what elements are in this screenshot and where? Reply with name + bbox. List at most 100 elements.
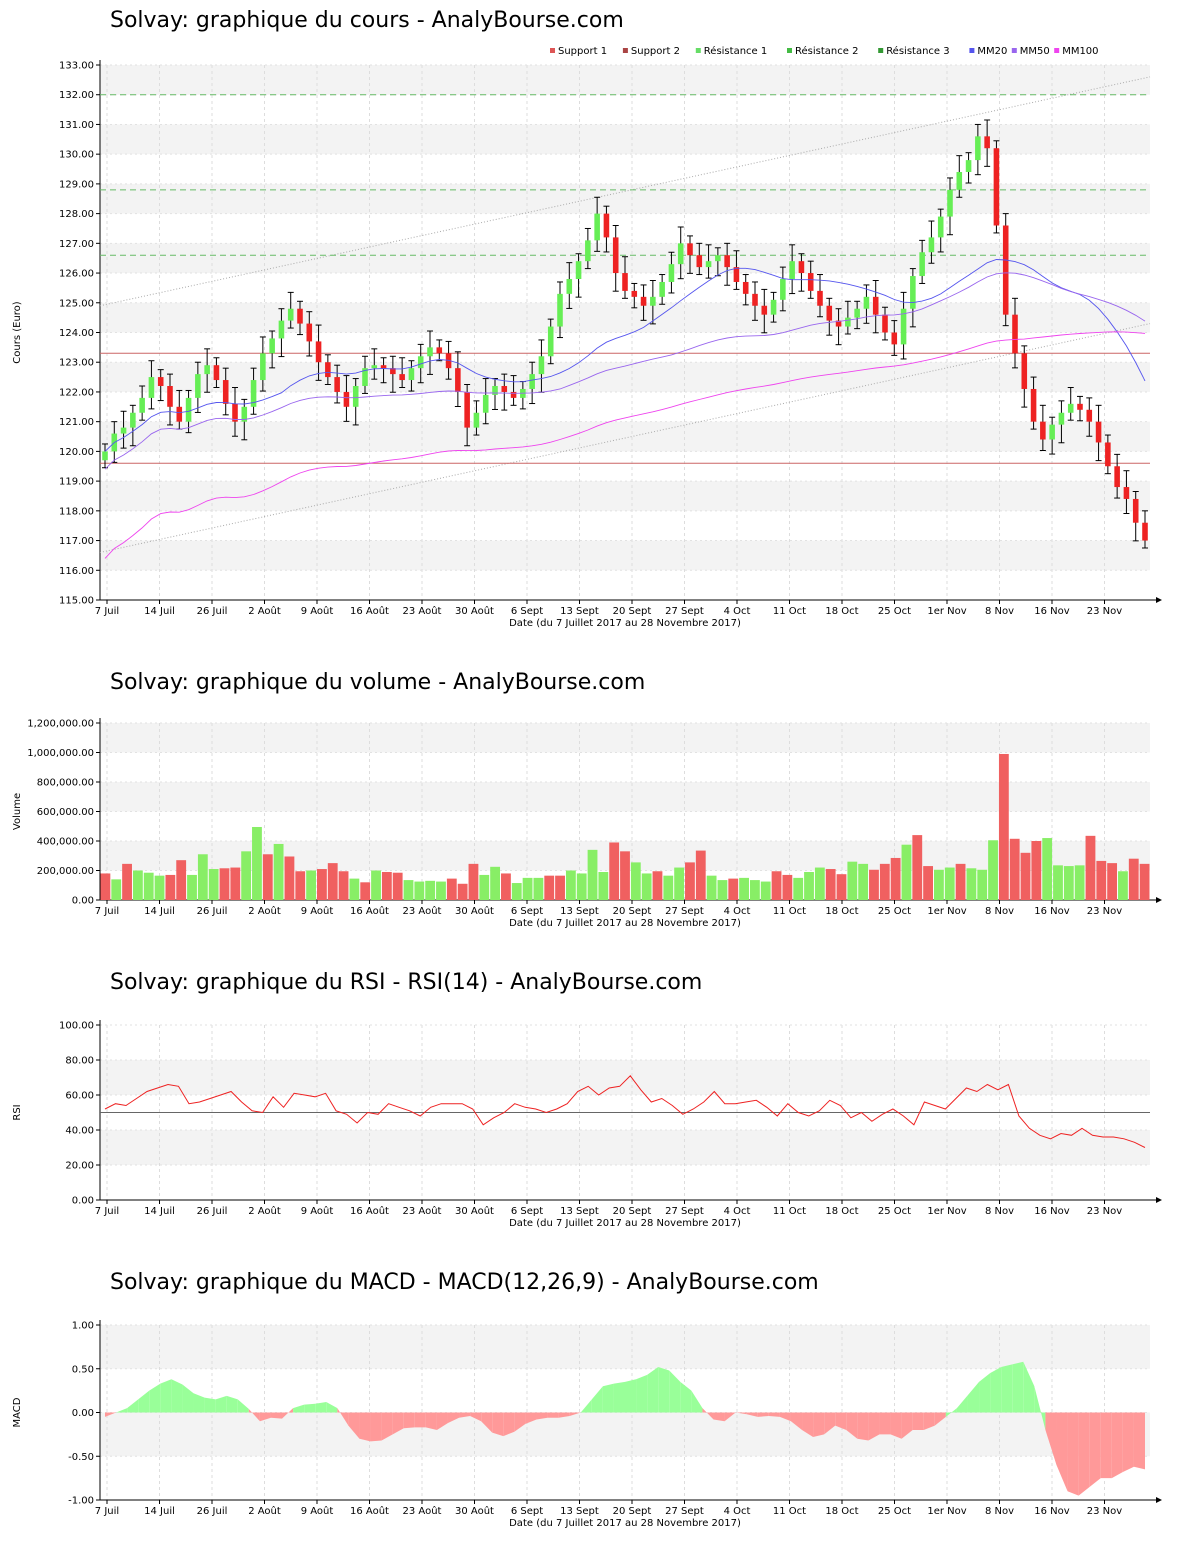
macd-area-segment [835,1412,847,1430]
candle-body [297,308,303,324]
price-ytick-label: 128.00 [59,209,94,220]
volume-bar [609,842,620,900]
macd-area-segment [1012,1361,1024,1413]
volume-bar [771,871,782,900]
candle-body [222,380,229,404]
macd-area-segment [304,1403,316,1413]
macd-ytick-label: -1.00 [68,1496,94,1507]
candle-body [826,305,833,321]
volume-bar [306,870,316,900]
price-ytick-label: 127.00 [59,239,94,250]
macd-area-segment [160,1379,172,1413]
price-xtick-label: 13 Sept [560,606,599,617]
candle-body [1021,353,1028,389]
candle-body [733,267,740,282]
rsi-xtick-label: 30 Août [455,1205,494,1217]
volume-xtick-label: 16 Août [350,905,389,917]
legend-label: Résistance 1 [704,45,767,57]
macd-area-segment [514,1412,526,1432]
price-xtick-label: 23 Août [403,605,442,617]
rsi-ytick-label: 40.00 [65,1126,94,1137]
candle-body [557,293,563,327]
rsi-xtick-label: 4 Oct [724,1206,751,1217]
legend-swatch [695,48,701,53]
volume-chart: 7 Juil 14 Juil 26 Juil 2 Août 9 Août 16 Août 2… [12,718,1162,929]
candle-body [984,136,990,149]
rsi-xtick-label: 23 Nov [1087,1206,1123,1217]
volume-bar [208,869,219,900]
macd-area-segment [470,1412,482,1422]
legend-label: Résistance 2 [795,45,858,57]
candle-body [900,308,907,345]
macd-area-segment [1078,1412,1090,1496]
macd-band [100,1325,1150,1369]
candle-body [891,332,898,345]
candle-body [362,368,368,386]
candle-body [798,261,805,274]
macd-area-segment [724,1412,736,1422]
macd-area-segment [1111,1412,1123,1479]
candle-body [1058,412,1065,425]
macd-xtick-label: 2 Août [248,1505,281,1517]
candle-body [1142,522,1148,541]
macd-area-segment [215,1395,227,1413]
macd-area-segment [868,1412,880,1441]
rsi-ytick-label: 0.00 [72,1196,94,1207]
rsi-ytick-label: 100.00 [59,1021,94,1032]
price-xtick-label: 26 Juil [197,606,228,617]
price-xtick-label: 8 Nov [985,606,1014,617]
price-ytick-label: 121.00 [59,417,94,428]
volume-bar [501,873,511,900]
candle-body [1132,498,1139,523]
volume-bar [544,875,555,900]
candle-body [566,279,573,294]
volume-bar [706,875,717,900]
candle-body [993,148,1000,226]
candle-body [260,353,266,381]
candle-body [594,213,600,241]
volume-bar [197,854,208,900]
macd-area-segment [1023,1361,1035,1413]
price-xtick-label: 2 Août [248,605,281,617]
macd-xlabel: Date (du 7 Juillet 2017 au 28 Novembre 2… [509,1518,741,1529]
volume-bar [414,881,425,900]
candle-body [1077,403,1083,410]
volume-bar [717,880,728,900]
macd-area-segment [702,1408,714,1420]
volume-bar [847,861,858,900]
candle-body [956,172,963,190]
rsi-chart-title: Solvay: graphique du RSI - RSI(14) - Ana… [110,970,703,995]
volume-bar [685,862,695,900]
volume-bar [273,843,284,900]
macd-area-segment [193,1393,205,1413]
price-band [100,481,1150,511]
price-xtick-label: 4 Oct [724,606,751,617]
macd-area-segment [625,1379,637,1413]
volume-bar [912,835,923,900]
candle-body [102,451,108,461]
candle-body [547,326,554,357]
macd-area-segment [1056,1412,1068,1492]
price-ylabel: Cours (Euro) [12,301,23,364]
macd-area-segment [204,1397,216,1413]
volume-bar [316,869,327,900]
macd-area-segment [237,1399,249,1413]
volume-bar [403,880,414,900]
price-x-axis-arrow [1156,597,1162,603]
candle-body [807,273,814,291]
macd-area-segment [901,1412,913,1439]
rsi-xtick-label: 18 Oct [825,1206,858,1217]
macd-x-axis-arrow [1156,1497,1162,1503]
macd-area-segment [392,1412,404,1435]
macd-area-segment [370,1412,382,1442]
macd-xtick-label: 6 Sept [511,1506,543,1517]
legend-swatch [787,48,792,53]
volume-xtick-label: 18 Oct [825,906,858,917]
volume-xtick-label: 2 Août [248,905,281,917]
price-ytick-label: 116.00 [59,566,94,577]
macd-area-segment [403,1412,415,1429]
price-xtick-label: 27 Sept [665,606,704,617]
volume-bar [252,826,262,900]
volume-bar [804,871,814,900]
candle-body [650,296,656,306]
